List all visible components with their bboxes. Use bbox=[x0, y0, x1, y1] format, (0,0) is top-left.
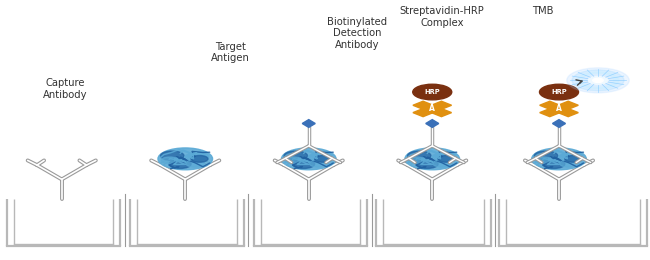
Polygon shape bbox=[413, 101, 452, 117]
Text: Biotinylated
Detection
Antibody: Biotinylated Detection Antibody bbox=[328, 17, 387, 50]
Circle shape bbox=[438, 155, 455, 162]
Circle shape bbox=[186, 160, 204, 167]
Text: TMB: TMB bbox=[532, 6, 554, 16]
Circle shape bbox=[311, 152, 332, 160]
Text: Target
Antigen: Target Antigen bbox=[211, 42, 250, 63]
Circle shape bbox=[413, 84, 452, 100]
Circle shape bbox=[169, 160, 191, 168]
Circle shape bbox=[567, 68, 629, 93]
Circle shape bbox=[435, 152, 456, 160]
Text: A: A bbox=[429, 105, 436, 113]
Circle shape bbox=[315, 155, 332, 162]
Circle shape bbox=[532, 148, 586, 170]
Circle shape bbox=[161, 151, 184, 160]
Text: A: A bbox=[556, 105, 562, 113]
Circle shape bbox=[284, 151, 307, 160]
Circle shape bbox=[560, 160, 578, 167]
Polygon shape bbox=[540, 101, 578, 117]
Text: HRP: HRP bbox=[551, 89, 567, 95]
Circle shape bbox=[161, 157, 178, 164]
Circle shape bbox=[572, 70, 624, 91]
Circle shape bbox=[191, 155, 208, 162]
Circle shape bbox=[577, 72, 619, 89]
Polygon shape bbox=[552, 120, 566, 127]
Circle shape bbox=[565, 155, 582, 162]
Text: Streptavidin-HRP
Complex: Streptavidin-HRP Complex bbox=[400, 6, 484, 28]
Circle shape bbox=[543, 160, 565, 168]
Circle shape bbox=[158, 148, 213, 170]
Circle shape bbox=[292, 160, 315, 168]
Circle shape bbox=[408, 151, 431, 160]
Text: HRP: HRP bbox=[424, 89, 440, 95]
Circle shape bbox=[562, 152, 582, 160]
Circle shape bbox=[416, 160, 438, 168]
Text: Capture
Antibody: Capture Antibody bbox=[43, 78, 87, 100]
Polygon shape bbox=[302, 120, 315, 127]
Circle shape bbox=[281, 148, 336, 170]
Polygon shape bbox=[426, 120, 439, 127]
Circle shape bbox=[588, 76, 608, 84]
Circle shape bbox=[433, 160, 451, 167]
Circle shape bbox=[584, 75, 612, 86]
Circle shape bbox=[285, 157, 302, 164]
Circle shape bbox=[540, 84, 578, 100]
Circle shape bbox=[534, 151, 558, 160]
Polygon shape bbox=[540, 101, 578, 117]
Polygon shape bbox=[413, 101, 452, 117]
Circle shape bbox=[593, 78, 603, 82]
Circle shape bbox=[405, 148, 460, 170]
Circle shape bbox=[309, 160, 328, 167]
Circle shape bbox=[188, 152, 209, 160]
Circle shape bbox=[535, 157, 552, 164]
Circle shape bbox=[408, 157, 425, 164]
